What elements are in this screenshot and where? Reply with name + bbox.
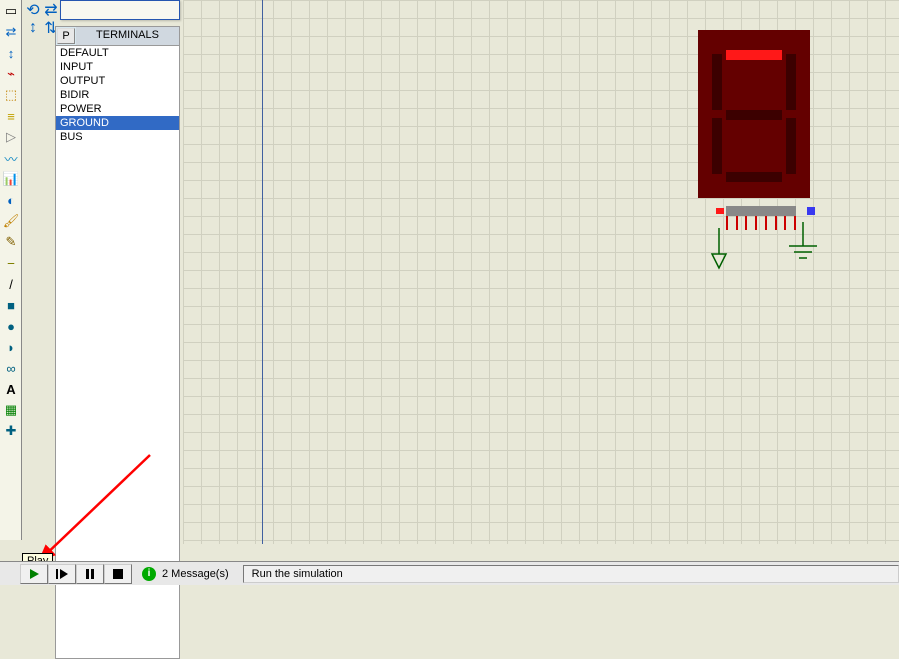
terminals-item-bus[interactable]: BUS (56, 130, 179, 144)
tool-varrows[interactable]: ↕ (1, 43, 21, 63)
pause-button[interactable] (76, 564, 104, 584)
tool-line1[interactable]: ⎯ (1, 253, 21, 273)
tool-text[interactable]: A (1, 379, 21, 399)
tool-origin[interactable]: ✚ (1, 421, 21, 441)
ground-arrow-icon (710, 228, 728, 270)
play-icon (28, 568, 40, 580)
stop-button[interactable] (104, 564, 132, 584)
tool-wire[interactable]: ⌁ (1, 64, 21, 84)
tool-sig[interactable]: 〰 (1, 148, 21, 168)
pin[interactable] (765, 216, 767, 230)
tool-brush[interactable]: 🖌 (1, 211, 21, 231)
tool-symbol[interactable]: ▦ (1, 400, 21, 420)
tool-generator[interactable]: ◐ (1, 190, 21, 210)
simulation-controls (20, 564, 132, 584)
step-button[interactable] (48, 564, 76, 584)
terminals-item-default[interactable]: DEFAULT (56, 46, 179, 60)
tool-box[interactable]: ■ (1, 295, 21, 315)
canvas-origin-line (262, 0, 263, 544)
pin[interactable] (784, 216, 786, 230)
play-button[interactable] (20, 564, 48, 584)
tool-rect[interactable]: ▭ (1, 1, 21, 21)
bottom-status-bar: i 2 Message(s) Run the simulation (0, 561, 899, 585)
rotate-ctrl-icon[interactable]: ⟲ (25, 2, 41, 18)
info-icon: i (142, 567, 156, 581)
terminals-item-output[interactable]: OUTPUT (56, 74, 179, 88)
messages-status[interactable]: i 2 Message(s) (142, 567, 229, 581)
terminals-item-input[interactable]: INPUT (56, 60, 179, 74)
tool-harrows[interactable]: ⇄ (1, 22, 21, 42)
connection-node[interactable] (807, 207, 815, 215)
terminals-list: DEFAULT INPUT OUTPUT BIDIR POWER GROUND … (56, 46, 179, 144)
step-icon (55, 568, 69, 580)
terminals-item-power[interactable]: POWER (56, 102, 179, 116)
segment-g (726, 110, 782, 120)
tool-subcircuit[interactable]: ▷ (1, 127, 21, 147)
tool-line2[interactable]: / (1, 274, 21, 294)
component-pins (726, 216, 796, 230)
segment-d (726, 172, 782, 182)
pin[interactable] (736, 216, 738, 230)
tool-graph[interactable]: 📊 (1, 169, 21, 189)
pause-icon (84, 568, 96, 580)
pin[interactable] (775, 216, 777, 230)
messages-count-text: 2 Message(s) (162, 568, 229, 580)
terminals-item-bidir[interactable]: BIDIR (56, 88, 179, 102)
tool-circle[interactable]: ● (1, 316, 21, 336)
terminals-item-ground[interactable]: GROUND (56, 116, 179, 130)
pick-devices-button[interactable]: P (57, 28, 75, 44)
pin[interactable] (745, 216, 747, 230)
tool-pencil[interactable]: ✎ (1, 232, 21, 252)
ground-terminal-2[interactable] (789, 222, 817, 267)
tool-bus[interactable]: ≡ (1, 106, 21, 126)
earth-ground-icon (789, 222, 817, 262)
seven-segment-display[interactable] (698, 30, 810, 198)
flip-h-icon[interactable]: ⇄ (43, 2, 59, 18)
tool-component[interactable]: ⬚ (1, 85, 21, 105)
tool-arc[interactable]: ◗ (1, 337, 21, 357)
terminals-title: TERMINALS (76, 27, 179, 45)
left-toolbar: ▭ ⇄ ↕ ⌁ ⬚ ≡ ▷ 〰 📊 ◐ 🖌 ✎ ⎯ / ■ ● ◗ ∞ A ▦ … (0, 0, 22, 540)
segment-a (726, 50, 782, 60)
stop-icon (112, 568, 124, 580)
ground-terminal-1[interactable] (710, 228, 728, 270)
flip-v-icon[interactable]: ↕ (25, 20, 41, 36)
component-preview (60, 0, 180, 20)
tool-path[interactable]: ∞ (1, 358, 21, 378)
segment-e (712, 118, 722, 174)
terminals-header: P TERMINALS (56, 27, 179, 46)
status-hint: Run the simulation (243, 565, 899, 583)
segment-b (786, 54, 796, 110)
pin[interactable] (755, 216, 757, 230)
schematic-canvas[interactable] (183, 0, 899, 544)
top-orientation-controls: ⟲ ⇄ (25, 2, 59, 18)
segment-f (712, 54, 722, 110)
component-pins-bar (726, 206, 796, 216)
segment-c (786, 118, 796, 174)
